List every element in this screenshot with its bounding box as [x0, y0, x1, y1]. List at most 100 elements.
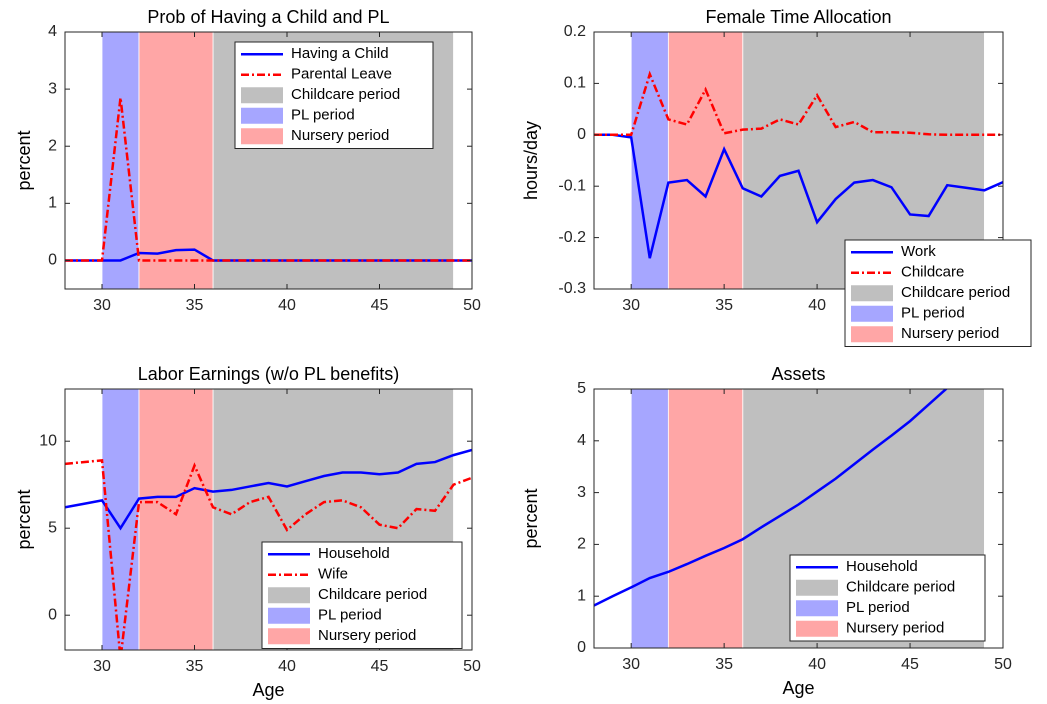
legend-label: Childcare period: [318, 586, 427, 603]
y-tick-label: 3: [48, 80, 57, 97]
legend-label: Having a Child: [291, 45, 389, 62]
y-tick-label: 0: [48, 252, 57, 269]
y-tick-label: 5: [48, 519, 57, 536]
x-tick-label: 30: [93, 297, 111, 314]
legend-label: Childcare period: [901, 284, 1010, 301]
legend-label: Childcare: [901, 264, 964, 281]
chart-title: Assets: [771, 364, 825, 384]
axes-frame: [64, 388, 473, 651]
y-tick-label: -0.1: [558, 177, 586, 194]
legend-label: Parental Leave: [291, 66, 392, 83]
legend-swatch: [796, 620, 838, 637]
series-line: [65, 97, 472, 262]
y-tick-label: 2: [577, 536, 586, 553]
legend-swatch: [268, 628, 310, 645]
series-line: [594, 389, 948, 607]
y-tick-label: 3: [577, 484, 586, 501]
legend-swatch: [268, 587, 310, 604]
y-tick-label: 5: [577, 380, 586, 397]
x-tick-label: 50: [463, 658, 481, 675]
y-tick-label: -0.2: [558, 229, 586, 246]
series-line: [594, 133, 1003, 259]
chart-title: Prob of Having a Child and PL: [147, 7, 389, 27]
legend-swatch: [268, 607, 310, 624]
legend-swatch: [241, 128, 283, 145]
y-tick-label: 0: [48, 606, 57, 623]
legend: Household Childcare period PL period Nurser…: [789, 554, 986, 642]
x-tick-label: 45: [901, 656, 919, 673]
series-line: [65, 458, 472, 650]
y-tick-label: 1: [577, 587, 586, 604]
chart-title: Labor Earnings (w/o PL benefits): [138, 364, 399, 384]
x-tick-label: 45: [371, 297, 389, 314]
y-tick-label: 2: [48, 137, 57, 154]
legend: Having a Child Parental Leave Childcare pe…: [234, 41, 434, 149]
legend-label: Childcare period: [846, 579, 955, 596]
legend-label: Household: [318, 545, 390, 562]
legend-swatch: [796, 600, 838, 617]
legend-label: Nursery period: [846, 620, 944, 637]
y-tick-label: 0.2: [564, 23, 586, 40]
axes-frame: [64, 31, 473, 290]
y-tick-label: 4: [48, 23, 57, 40]
chart-title: Female Time Allocation: [705, 7, 891, 27]
legend-swatch: [851, 305, 893, 322]
x-tick-label: 50: [463, 297, 481, 314]
x-tick-label: 40: [808, 656, 826, 673]
x-tick-label: 35: [715, 656, 733, 673]
legend-swatch: [796, 579, 838, 596]
y-tick-label: -0.3: [558, 280, 586, 297]
y-axis-label: percent: [521, 488, 541, 548]
x-tick-label: 30: [622, 656, 640, 673]
legend-label: Nursery period: [291, 127, 389, 144]
x-axis-label: Age: [252, 680, 284, 700]
band: [667, 389, 744, 648]
x-tick-label: 40: [278, 658, 296, 675]
axes-frame: [593, 388, 1004, 649]
x-tick-label: 35: [715, 297, 733, 314]
band: [667, 32, 744, 289]
y-tick-label: 1: [48, 195, 57, 212]
series-line: [594, 70, 1003, 137]
band: [138, 32, 214, 289]
x-tick-label: 35: [186, 297, 204, 314]
legend-label: PL period: [846, 599, 910, 616]
x-tick-label: 30: [93, 658, 111, 675]
band: [101, 32, 140, 289]
series-line: [65, 448, 472, 531]
legend-swatch: [241, 87, 283, 104]
x-tick-label: 35: [186, 658, 204, 675]
x-tick-label: 45: [371, 658, 389, 675]
legend-label: Childcare period: [291, 86, 400, 103]
y-tick-label: 0.1: [564, 75, 586, 92]
legend: Work Childcare Childcare period PL period Nu…: [844, 239, 1032, 347]
y-axis-label: hours/day: [521, 121, 541, 200]
y-axis-label: percent: [14, 130, 34, 190]
y-axis-label: percent: [14, 489, 34, 549]
y-tick-label: 0: [577, 639, 586, 656]
legend-label: PL period: [318, 607, 382, 624]
band: [630, 389, 669, 648]
legend-swatch: [851, 285, 893, 302]
y-tick-label: 4: [577, 432, 586, 449]
y-tick-label: 10: [39, 432, 57, 449]
legend-label: PL period: [291, 107, 355, 124]
x-axis-label: Age: [782, 678, 814, 698]
legend: Household Wife Childcare period PL period Nu…: [261, 541, 463, 649]
y-tick-label: 0: [577, 126, 586, 143]
subplot: 30 35 40 45 50 0 5 10 Labor Earnings (w/o PL ben…: [14, 364, 481, 700]
x-tick-label: 30: [622, 297, 640, 314]
legend-swatch: [851, 326, 893, 343]
legend-label: Nursery period: [901, 325, 999, 342]
legend-label: Work: [901, 243, 936, 260]
legend-label: Household: [846, 558, 918, 575]
legend-label: Nursery period: [318, 627, 416, 644]
band: [138, 389, 214, 650]
x-tick-label: 40: [808, 297, 826, 314]
axes-frame: [593, 31, 1004, 290]
legend-label: Wife: [318, 566, 348, 583]
legend-swatch: [241, 107, 283, 124]
